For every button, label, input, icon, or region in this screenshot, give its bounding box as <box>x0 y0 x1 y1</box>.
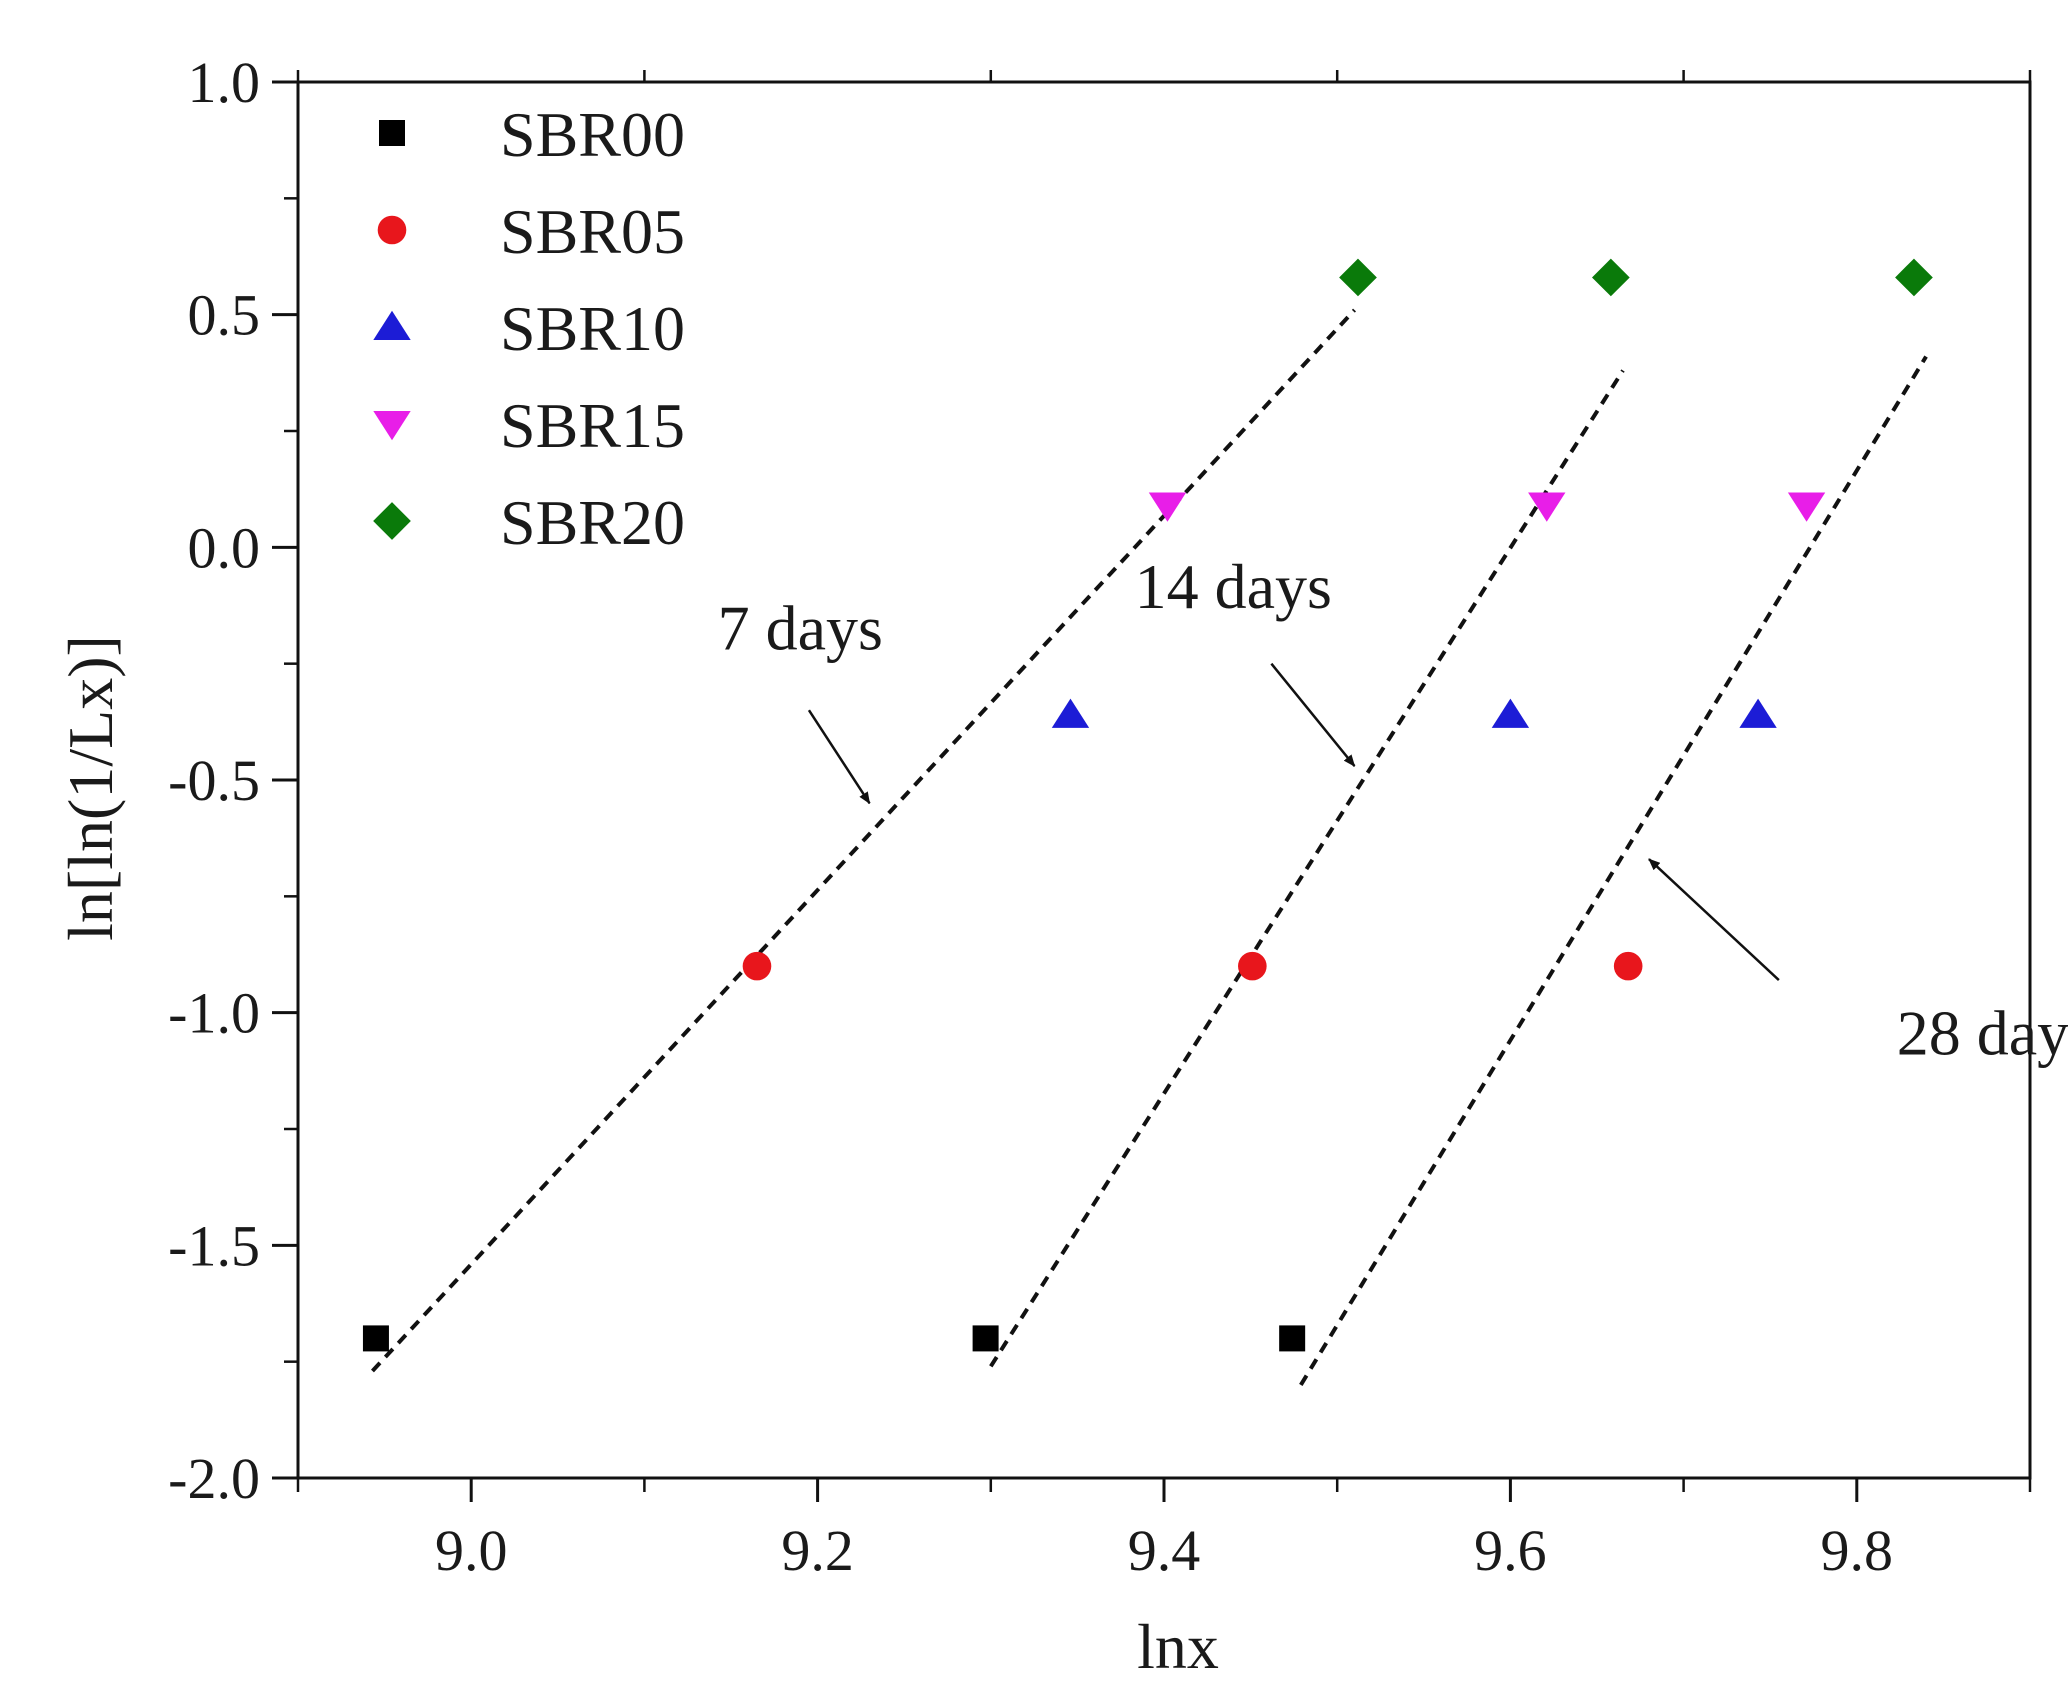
data-point-sbr15 <box>1528 492 1566 522</box>
data-point-sbr15 <box>1787 492 1826 522</box>
data-point-sbr20 <box>1592 258 1630 297</box>
annotation-arrow <box>807 709 871 805</box>
legend-label-sbr00: SBR00 <box>500 99 685 170</box>
axis-ticks-layer: 9.0 9.2 9.4 9.6 9.8 -2.0 -1.5 -1.0 -0.5 0.0 0.5 1.0 <box>168 50 2032 1583</box>
y-tick-label: -2.0 <box>168 1446 260 1511</box>
y-tick-label: -1.0 <box>168 981 260 1046</box>
data-point-sbr05 <box>742 951 772 981</box>
fit-lines-layer <box>371 308 1928 1386</box>
x-tick-label: 9.2 <box>781 1518 854 1583</box>
data-points-layer <box>362 258 1933 1352</box>
legend-marker-sbr20 <box>373 502 411 540</box>
legend-marker-sbr05 <box>377 215 407 245</box>
annotation-label: 28 days <box>1897 998 2068 1069</box>
legend-label-sbr15: SBR15 <box>500 390 685 461</box>
annotation-arrow <box>1648 858 1780 982</box>
legend-label-sbr20: SBR20 <box>500 487 685 558</box>
legend-marker-sbr00 <box>379 120 405 146</box>
plot-area-border <box>296 80 2032 1480</box>
legend-label-sbr10: SBR10 <box>500 293 685 364</box>
data-point-sbr15 <box>1148 492 1187 522</box>
data-point-sbr05 <box>1238 951 1267 981</box>
data-point-sbr10 <box>1491 698 1530 728</box>
fit-line <box>371 308 1356 1373</box>
fit-line <box>1299 355 1928 1386</box>
plot-frame-layer <box>296 80 2032 1480</box>
annotation-label: 14 days <box>1135 551 1332 622</box>
data-point-sbr00 <box>1279 1325 1306 1352</box>
data-point-sbr20 <box>1895 258 1933 297</box>
data-point-sbr00 <box>972 1325 999 1352</box>
data-point-sbr05 <box>1613 951 1643 981</box>
y-tick-label: 0.5 <box>188 283 261 348</box>
x-tick-label: 9.4 <box>1128 1518 1201 1583</box>
data-point-sbr00 <box>362 1325 389 1352</box>
x-tick-label: 9.6 <box>1474 1518 1547 1583</box>
legend-label-sbr05: SBR05 <box>500 196 685 267</box>
annotation-label: 7 days <box>718 593 883 664</box>
y-tick-label: 1.0 <box>188 50 261 115</box>
y-tick-label: 0.0 <box>188 515 261 580</box>
annotation-arrow <box>1270 662 1356 767</box>
x-tick-label: 9.0 <box>435 1518 508 1583</box>
data-point-sbr10 <box>1739 698 1777 728</box>
y-axis-title: ln[ln(1/Lx)] <box>55 635 126 941</box>
x-tick-label: 9.8 <box>1821 1518 1894 1583</box>
legend-marker-sbr15 <box>373 411 411 441</box>
data-point-sbr20 <box>1339 258 1377 297</box>
fit-line <box>989 369 1625 1368</box>
y-tick-label: -0.5 <box>168 748 260 813</box>
annotations-layer: 7 days 14 days 28 days <box>718 551 2068 1069</box>
legend: SBR00 SBR05 SBR10 SBR15 SBR20 <box>373 99 685 558</box>
x-axis-title: lnx <box>1137 1611 1219 1682</box>
data-point-sbr10 <box>1051 698 1090 728</box>
legend-marker-sbr10 <box>373 310 411 340</box>
y-tick-label: -1.5 <box>168 1213 260 1278</box>
